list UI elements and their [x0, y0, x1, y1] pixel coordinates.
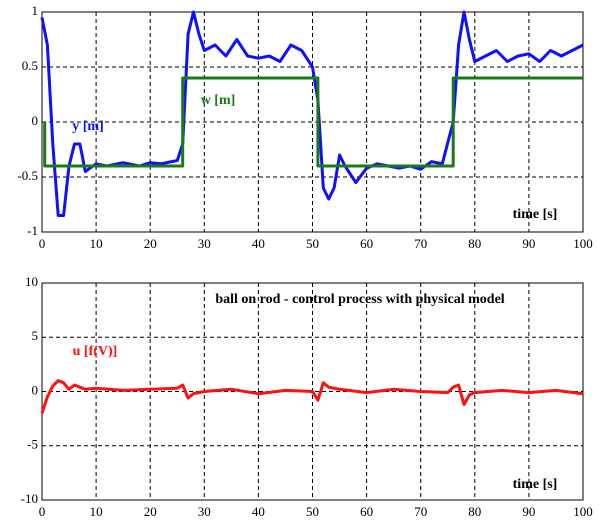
- x-tick-label: 90: [522, 236, 535, 251]
- y-tick-label: 0: [32, 113, 39, 128]
- y-tick-label: 10: [25, 274, 38, 289]
- x-tick-label: 60: [360, 504, 373, 519]
- x-tick-label: 0: [39, 236, 46, 251]
- data-line: [43, 76, 583, 168]
- x-axis-label: time [s]: [513, 477, 558, 492]
- x-tick-label: 10: [90, 504, 103, 519]
- x-tick-label: 10: [90, 236, 103, 251]
- series-label: u [f(V)]: [73, 344, 118, 359]
- x-axis-label: time [s]: [513, 207, 558, 222]
- x-tick-label: 90: [522, 504, 535, 519]
- y-tick-label: 0.5: [22, 58, 38, 73]
- x-tick-label: 20: [144, 236, 157, 251]
- x-tick-label: 0: [39, 504, 46, 519]
- plot-frame: [41, 282, 584, 501]
- y-tick-label: 1: [32, 3, 39, 18]
- x-tick-label: 50: [306, 504, 319, 519]
- chart-title: ball on rod - control process with physi…: [215, 292, 504, 307]
- series-label: y [m]: [72, 119, 104, 134]
- series-label: w [m]: [201, 93, 236, 108]
- x-tick-label: 70: [414, 236, 427, 251]
- x-tick-label: 30: [198, 236, 211, 251]
- y-tick-label: 0: [32, 382, 39, 397]
- x-tick-label: 40: [252, 504, 265, 519]
- x-tick-label: 40: [252, 236, 265, 251]
- x-tick-label: 20: [144, 504, 157, 519]
- y-tick-label: -10: [21, 491, 38, 506]
- x-tick-label: 80: [468, 236, 481, 251]
- y-tick-label: -5: [27, 437, 38, 452]
- y-tick-label: -1: [27, 223, 38, 238]
- x-tick-label: 70: [414, 504, 427, 519]
- y-tick-label: -0.5: [17, 168, 38, 183]
- x-tick-label: 30: [198, 504, 211, 519]
- x-tick-label: 100: [573, 236, 593, 251]
- x-tick-label: 100: [573, 504, 593, 519]
- data-line: [40, 379, 584, 414]
- plot-frame: [41, 11, 584, 233]
- x-tick-label: 60: [360, 236, 373, 251]
- y-tick-label: 5: [32, 328, 39, 343]
- x-tick-label: 50: [306, 236, 319, 251]
- x-tick-label: 80: [468, 504, 481, 519]
